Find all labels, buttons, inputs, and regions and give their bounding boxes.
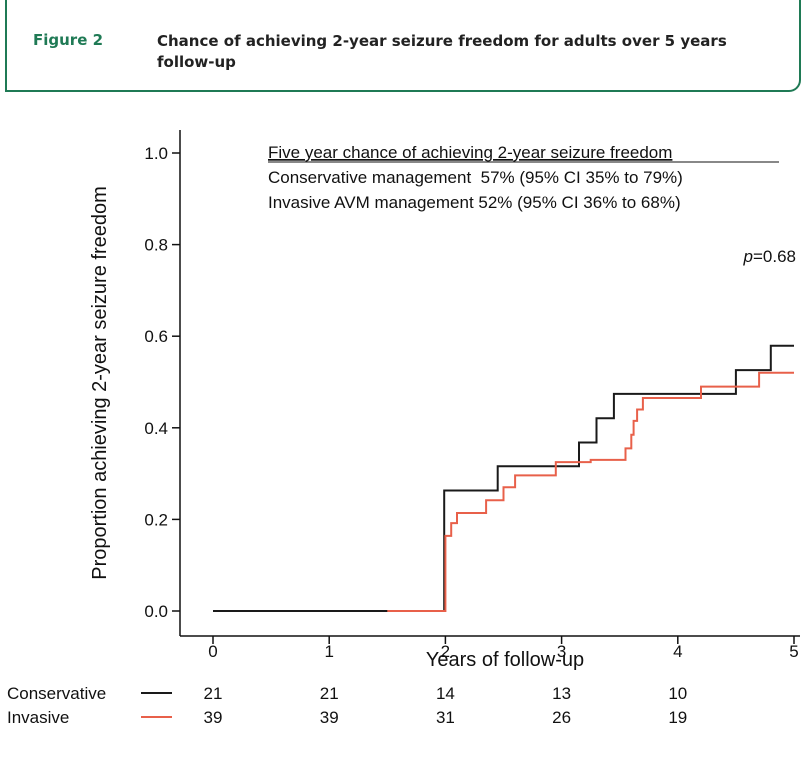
y-tick-label: 0.0 [144, 602, 168, 621]
x-axis-title: Years of follow-up [426, 649, 584, 671]
risk-count: 13 [552, 684, 571, 703]
annotation-invasive: Invasive AVM management 52% (95% CI 36% … [268, 193, 681, 212]
x-tick-label: 2 [441, 642, 450, 661]
annotation-p-value: p=0.68 [743, 247, 796, 266]
p-value: =0.68 [753, 247, 796, 266]
x-ticks: 0 1 2 3 4 5 [208, 636, 799, 661]
y-tick-label: 0.6 [144, 327, 168, 346]
figure-title: Chance of achieving 2-year seizure freed… [157, 32, 727, 71]
x-tick-label: 0 [208, 642, 217, 661]
x-tick-label: 5 [789, 642, 798, 661]
y-tick-label: 0.4 [144, 419, 168, 438]
risk-count: 10 [668, 684, 687, 703]
risk-count: 39 [320, 708, 339, 727]
curve-conservative [213, 344, 794, 612]
risk-row-label: Conservative [7, 684, 106, 703]
risk-row-label: Invasive [7, 708, 69, 727]
risk-count: 21 [204, 684, 223, 703]
y-tick-label: 1.0 [144, 144, 168, 163]
annotation-conservative: Conservative management 57% (95% CI 35% … [268, 168, 683, 187]
survival-curves [213, 344, 794, 612]
x-tick-label: 3 [557, 642, 566, 661]
x-tick-label: 4 [673, 642, 682, 661]
risk-count: 21 [320, 684, 339, 703]
annotation-box: Five year chance of achieving 2-year sei… [268, 143, 796, 266]
figure-header-frame [5, 0, 801, 92]
x-tick-label: 1 [324, 642, 333, 661]
risk-table: Conservative 21 21 14 13 10 Invasive 39 39 31 26 19 [7, 684, 687, 727]
annotation-heading: Five year chance of achieving 2-year sei… [268, 143, 672, 162]
y-tick-label: 0.8 [144, 236, 168, 255]
risk-count: 39 [204, 708, 223, 727]
risk-count: 31 [436, 708, 455, 727]
risk-count: 19 [668, 708, 687, 727]
p-label: p [743, 247, 753, 266]
curve-invasive [387, 371, 794, 612]
figure-label: Figure 2 [33, 31, 104, 49]
y-tick-label: 0.2 [144, 510, 168, 529]
chart-axes [179, 130, 800, 637]
y-ticks: 0.0 0.2 0.4 0.6 0.8 1.0 [144, 144, 180, 621]
y-axis-title: Proportion achieving 2-year seizure free… [89, 186, 111, 580]
risk-count: 14 [436, 684, 455, 703]
risk-count: 26 [552, 708, 571, 727]
